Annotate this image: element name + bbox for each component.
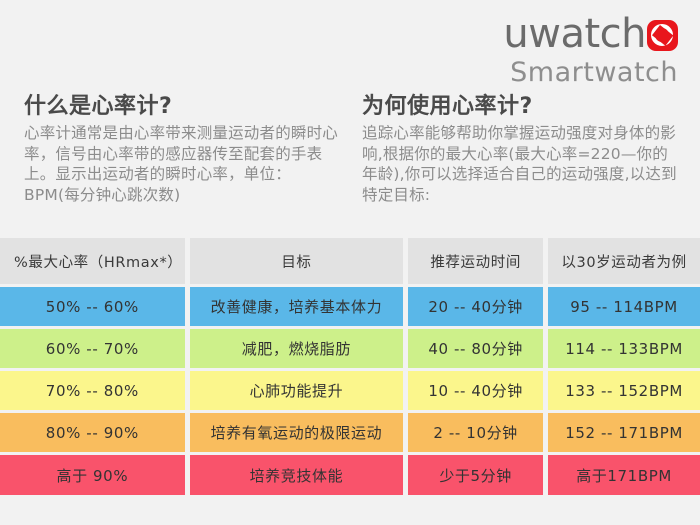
brand-header: uwatch Smartwatch xyxy=(0,0,700,92)
cell-duration: 20 -- 40分钟 xyxy=(408,287,544,326)
column-header-hr-percent: %最大心率（HRmax*） xyxy=(0,238,185,284)
cell-example-bpm: 133 -- 152BPM xyxy=(548,371,700,410)
cell-hr-percent: 60% -- 70% xyxy=(0,329,185,368)
intro-column-left: 什么是心率计? 心率计通常是由心率带来测量运动者的瞬时心率，信号由心率带的感应器… xyxy=(24,94,339,205)
cell-goal: 心肺功能提升 xyxy=(189,371,404,410)
intro-column-right: 为何使用心率计? 追踪心率能够帮助你掌握运动强度对身体的影响,根据你的最大心率(… xyxy=(362,94,682,205)
cell-goal: 改善健康，培养基本体力 xyxy=(189,287,404,326)
cell-hr-percent: 50% -- 60% xyxy=(0,287,185,326)
heart-rate-zone-table: %最大心率（HRmax*） 目标 推荐运动时间 以30岁运动者为例 50% --… xyxy=(0,238,700,498)
intro-left-body: 心率计通常是由心率带来测量运动者的瞬时心率，信号由心率带的感应器传至配套的手表上… xyxy=(24,124,339,204)
cell-duration: 少于5分钟 xyxy=(408,455,544,495)
intro-left-title: 什么是心率计? xyxy=(24,94,173,119)
cell-example-bpm: 高于171BPM xyxy=(548,455,700,495)
uwatch-e-mark-icon xyxy=(647,20,678,51)
cell-duration: 40 -- 80分钟 xyxy=(408,329,544,368)
intro-right-title: 为何使用心率计? xyxy=(362,94,533,119)
table-row: 50% -- 60% 改善健康，培养基本体力 20 -- 40分钟 95 -- … xyxy=(0,287,700,326)
table-header-row: %最大心率（HRmax*） 目标 推荐运动时间 以30岁运动者为例 xyxy=(0,238,700,284)
table-row: 80% -- 90% 培养有氧运动的极限运动 2 -- 10分钟 152 -- … xyxy=(0,413,700,452)
brand-subtitle: Smartwatch xyxy=(510,57,678,88)
intro-section: 什么是心率计? 心率计通常是由心率带来测量运动者的瞬时心率，信号由心率带的感应器… xyxy=(0,94,700,234)
cell-duration: 2 -- 10分钟 xyxy=(408,413,544,452)
cell-goal: 培养有氧运动的极限运动 xyxy=(189,413,404,452)
cell-goal: 减肥，燃烧脂肪 xyxy=(189,329,404,368)
logo-block: uwatch Smartwatch xyxy=(503,14,678,86)
cell-hr-percent: 高于 90% xyxy=(0,455,185,495)
table-row: 高于 90% 培养竞技体能 少于5分钟 高于171BPM xyxy=(0,455,700,495)
cell-example-bpm: 152 -- 171BPM xyxy=(548,413,700,452)
table-row: 60% -- 70% 减肥，燃烧脂肪 40 -- 80分钟 114 -- 133… xyxy=(0,329,700,368)
column-header-example-bpm: 以30岁运动者为例 xyxy=(548,238,700,284)
column-header-duration: 推荐运动时间 xyxy=(408,238,544,284)
cell-hr-percent: 70% -- 80% xyxy=(0,371,185,410)
brand-wordmark: uwatch xyxy=(503,14,678,54)
column-header-goal: 目标 xyxy=(189,238,404,284)
table-row: 70% -- 80% 心肺功能提升 10 -- 40分钟 133 -- 152B… xyxy=(0,371,700,410)
brand-wordmark-text: uwatch xyxy=(503,11,646,57)
cell-example-bpm: 114 -- 133BPM xyxy=(548,329,700,368)
cell-example-bpm: 95 -- 114BPM xyxy=(548,287,700,326)
cell-goal: 培养竞技体能 xyxy=(189,455,404,495)
intro-right-body: 追踪心率能够帮助你掌握运动强度对身体的影响,根据你的最大心率(最大心率=220—… xyxy=(362,124,677,204)
cell-hr-percent: 80% -- 90% xyxy=(0,413,185,452)
cell-duration: 10 -- 40分钟 xyxy=(408,371,544,410)
